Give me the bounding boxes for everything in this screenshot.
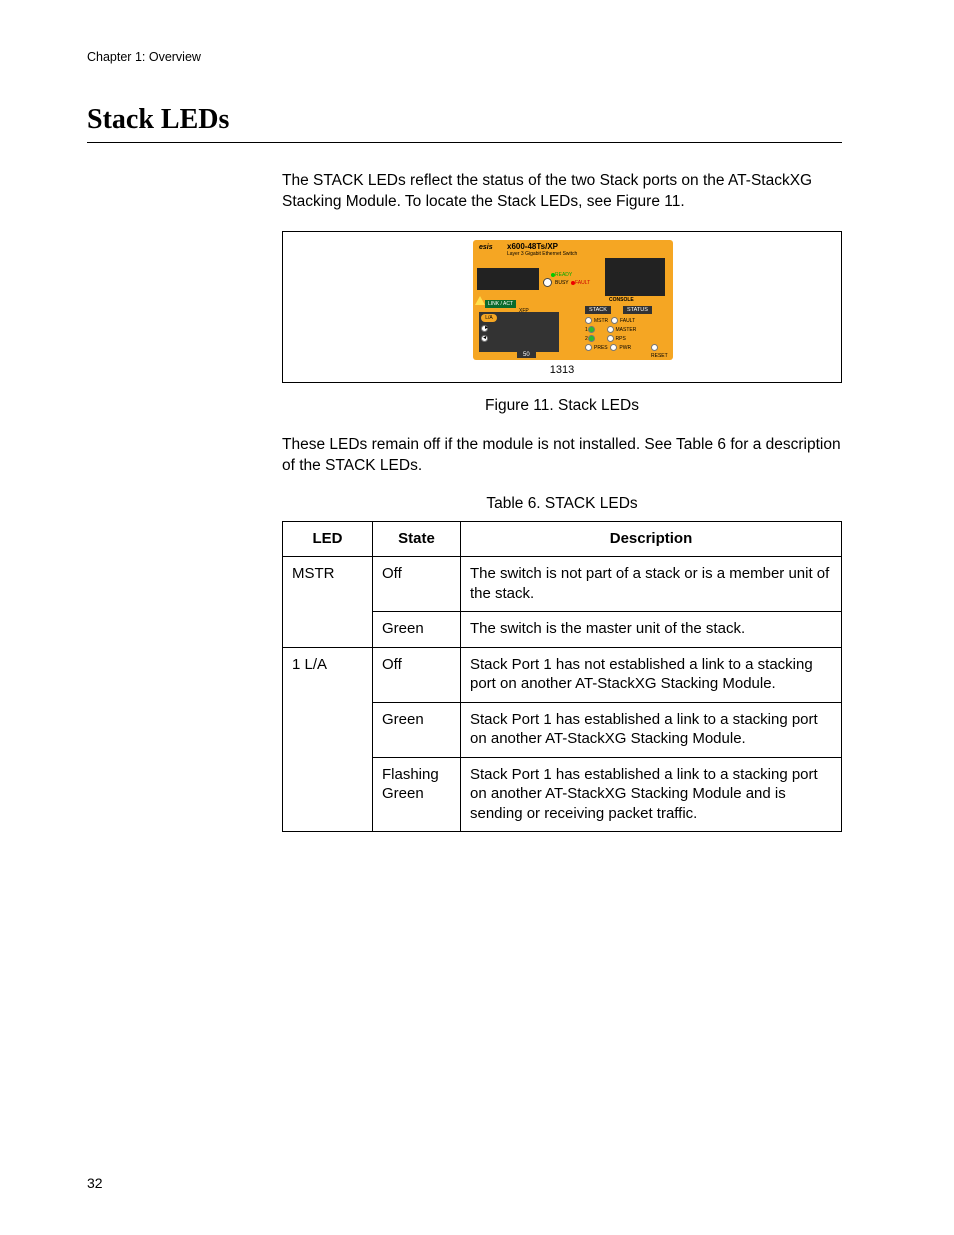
table-header-row: LED State Description (283, 521, 842, 557)
led-label: MASTER (616, 327, 637, 333)
th-state: State (373, 521, 461, 557)
sd-eject-icon (543, 278, 552, 287)
led-icon (611, 317, 618, 324)
ready-label: READY (555, 272, 572, 278)
device-model: x600-48Ts/XP (507, 242, 558, 251)
la-pill: L/A (481, 314, 497, 322)
page-number: 32 (87, 1175, 103, 1191)
led-label: MSTR (594, 318, 608, 324)
cell-state: Green (373, 612, 461, 648)
brand-fragment: esis (479, 244, 493, 251)
led-label: FAULT (620, 318, 635, 324)
led-row: 2 RPS (585, 335, 626, 342)
device-subtitle: Layer 3 Gigabit Ethernet Switch (507, 251, 577, 257)
cell-state: Off (373, 557, 461, 612)
after-figure-paragraph: These LEDs remain off if the module is n… (282, 435, 842, 477)
led-label: RPS (616, 336, 626, 342)
stack-header: STACK (585, 306, 611, 314)
led-icon (585, 344, 592, 351)
th-led: LED (283, 521, 373, 557)
led-label: PRES (594, 345, 608, 351)
link-act-label: LINK / ACT (485, 300, 516, 308)
busy-label: BUSY (555, 280, 569, 286)
figure-frame: esis x600-48Ts/XP Layer 3 Gigabit Ethern… (282, 231, 842, 383)
table-row: MSTR Off The switch is not part of a sta… (283, 557, 842, 612)
table-row: 1 L/A Off Stack Port 1 has not establish… (283, 647, 842, 702)
stack-leds-table: LED State Description MSTR Off The switc… (282, 521, 842, 833)
led-row: PRES PWR (585, 344, 631, 351)
sd-slot (477, 268, 539, 290)
cell-desc: Stack Port 1 has established a link to a… (461, 702, 842, 757)
cell-state: Flashing Green (373, 757, 461, 832)
fault-label: FAULT (575, 280, 590, 286)
led-icon (607, 326, 614, 333)
device-panel: esis x600-48Ts/XP Layer 3 Gigabit Ethern… (473, 240, 673, 360)
console-port (605, 258, 665, 296)
led-icon (588, 326, 595, 333)
led-label: RESET (651, 353, 668, 359)
running-head: Chapter 1: Overview (87, 50, 842, 64)
cell-led: MSTR (283, 557, 373, 648)
reset-label: RESET (651, 344, 673, 359)
cell-desc: Stack Port 1 has not established a link … (461, 647, 842, 702)
led-label: PWR (619, 345, 631, 351)
section-title: Stack LEDs (87, 104, 842, 143)
intro-paragraph: The STACK LEDs reflect the status of the… (282, 171, 842, 213)
cell-desc: Stack Port 1 has established a link to a… (461, 757, 842, 832)
led-icon (588, 335, 595, 342)
warning-triangle-icon (475, 296, 485, 305)
cell-desc: The switch is the master unit of the sta… (461, 612, 842, 648)
table-caption: Table 6. STACK LEDs (282, 495, 842, 513)
cell-desc: The switch is not part of a stack or is … (461, 557, 842, 612)
console-label: CONSOLE (609, 297, 634, 303)
status-header: STATUS (623, 306, 652, 314)
arrow-left-icon: ◂ (483, 334, 486, 341)
cell-led: 1 L/A (283, 647, 373, 832)
led-icon (585, 317, 592, 324)
led-row: MSTR FAULT (585, 317, 635, 324)
led-row: 1 MASTER (585, 326, 636, 333)
arrow-right-icon: ▸ (485, 324, 488, 331)
port-50-label: 50 (517, 352, 536, 358)
th-desc: Description (461, 521, 842, 557)
figure-ref-number: 1313 (283, 364, 841, 376)
reset-hole-icon (651, 344, 658, 351)
cell-state: Green (373, 702, 461, 757)
cell-state: Off (373, 647, 461, 702)
led-icon (610, 344, 617, 351)
figure-caption: Figure 11. Stack LEDs (282, 397, 842, 415)
led-icon (607, 335, 614, 342)
